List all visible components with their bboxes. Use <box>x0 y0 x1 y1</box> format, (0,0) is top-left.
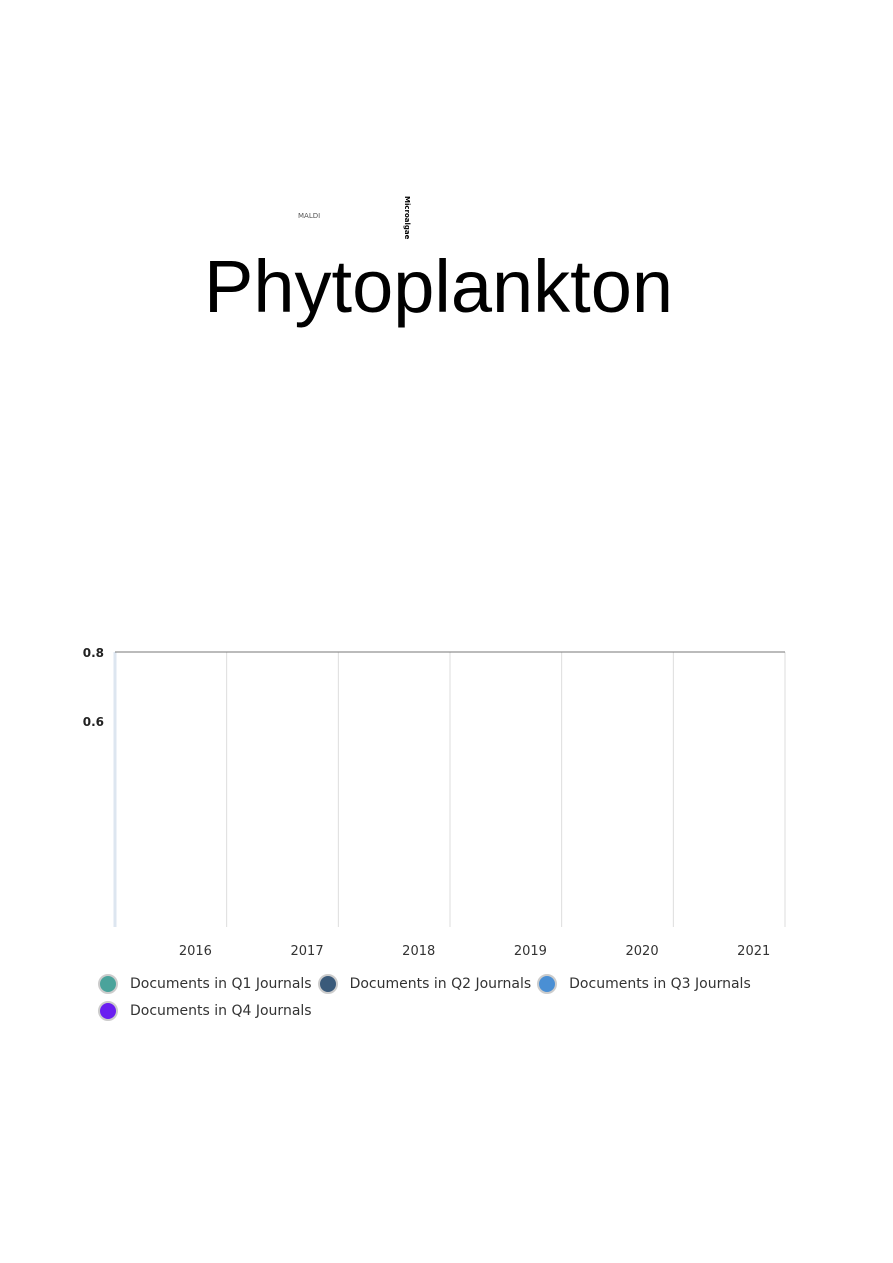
y-tick-label: 0.8 <box>83 646 104 660</box>
x-tick-label: 2020 <box>626 944 659 959</box>
word-phytoplankton: Phytoplankton <box>204 245 674 328</box>
legend-label: Documents in Q3 Journals <box>569 975 751 992</box>
legend-item[interactable]: Documents in Q1 Journals <box>98 970 312 997</box>
legend-item[interactable]: Documents in Q3 Journals <box>537 970 751 997</box>
legend-label: Documents in Q4 Journals <box>130 1003 312 1019</box>
legend: Documents in Q1 Journals Documents in Q2 … <box>98 970 798 1025</box>
legend-label: Documents in Q2 Journals <box>349 975 532 992</box>
legend-marker <box>317 973 338 994</box>
legend-label: Documents in Q1 Journals <box>130 975 312 992</box>
legend-marker <box>98 973 118 994</box>
word-microalgae: Microalgae <box>403 196 411 240</box>
x-tick-label: 2021 <box>737 944 770 959</box>
legend-item[interactable]: Documents in Q4 Journals <box>98 998 312 1025</box>
x-tick-label: 2019 <box>514 944 547 959</box>
y-tick-label: 0.6 <box>83 715 104 729</box>
x-tick-label: 2017 <box>291 944 324 959</box>
word-maldi: MALDI <box>298 212 321 220</box>
legend-item[interactable]: Documents in Q2 Journals <box>317 970 532 997</box>
x-tick-label: 2016 <box>179 944 212 959</box>
x-tick-label: 2018 <box>402 944 435 959</box>
legend-marker <box>537 973 558 994</box>
legend-marker <box>98 1001 118 1021</box>
